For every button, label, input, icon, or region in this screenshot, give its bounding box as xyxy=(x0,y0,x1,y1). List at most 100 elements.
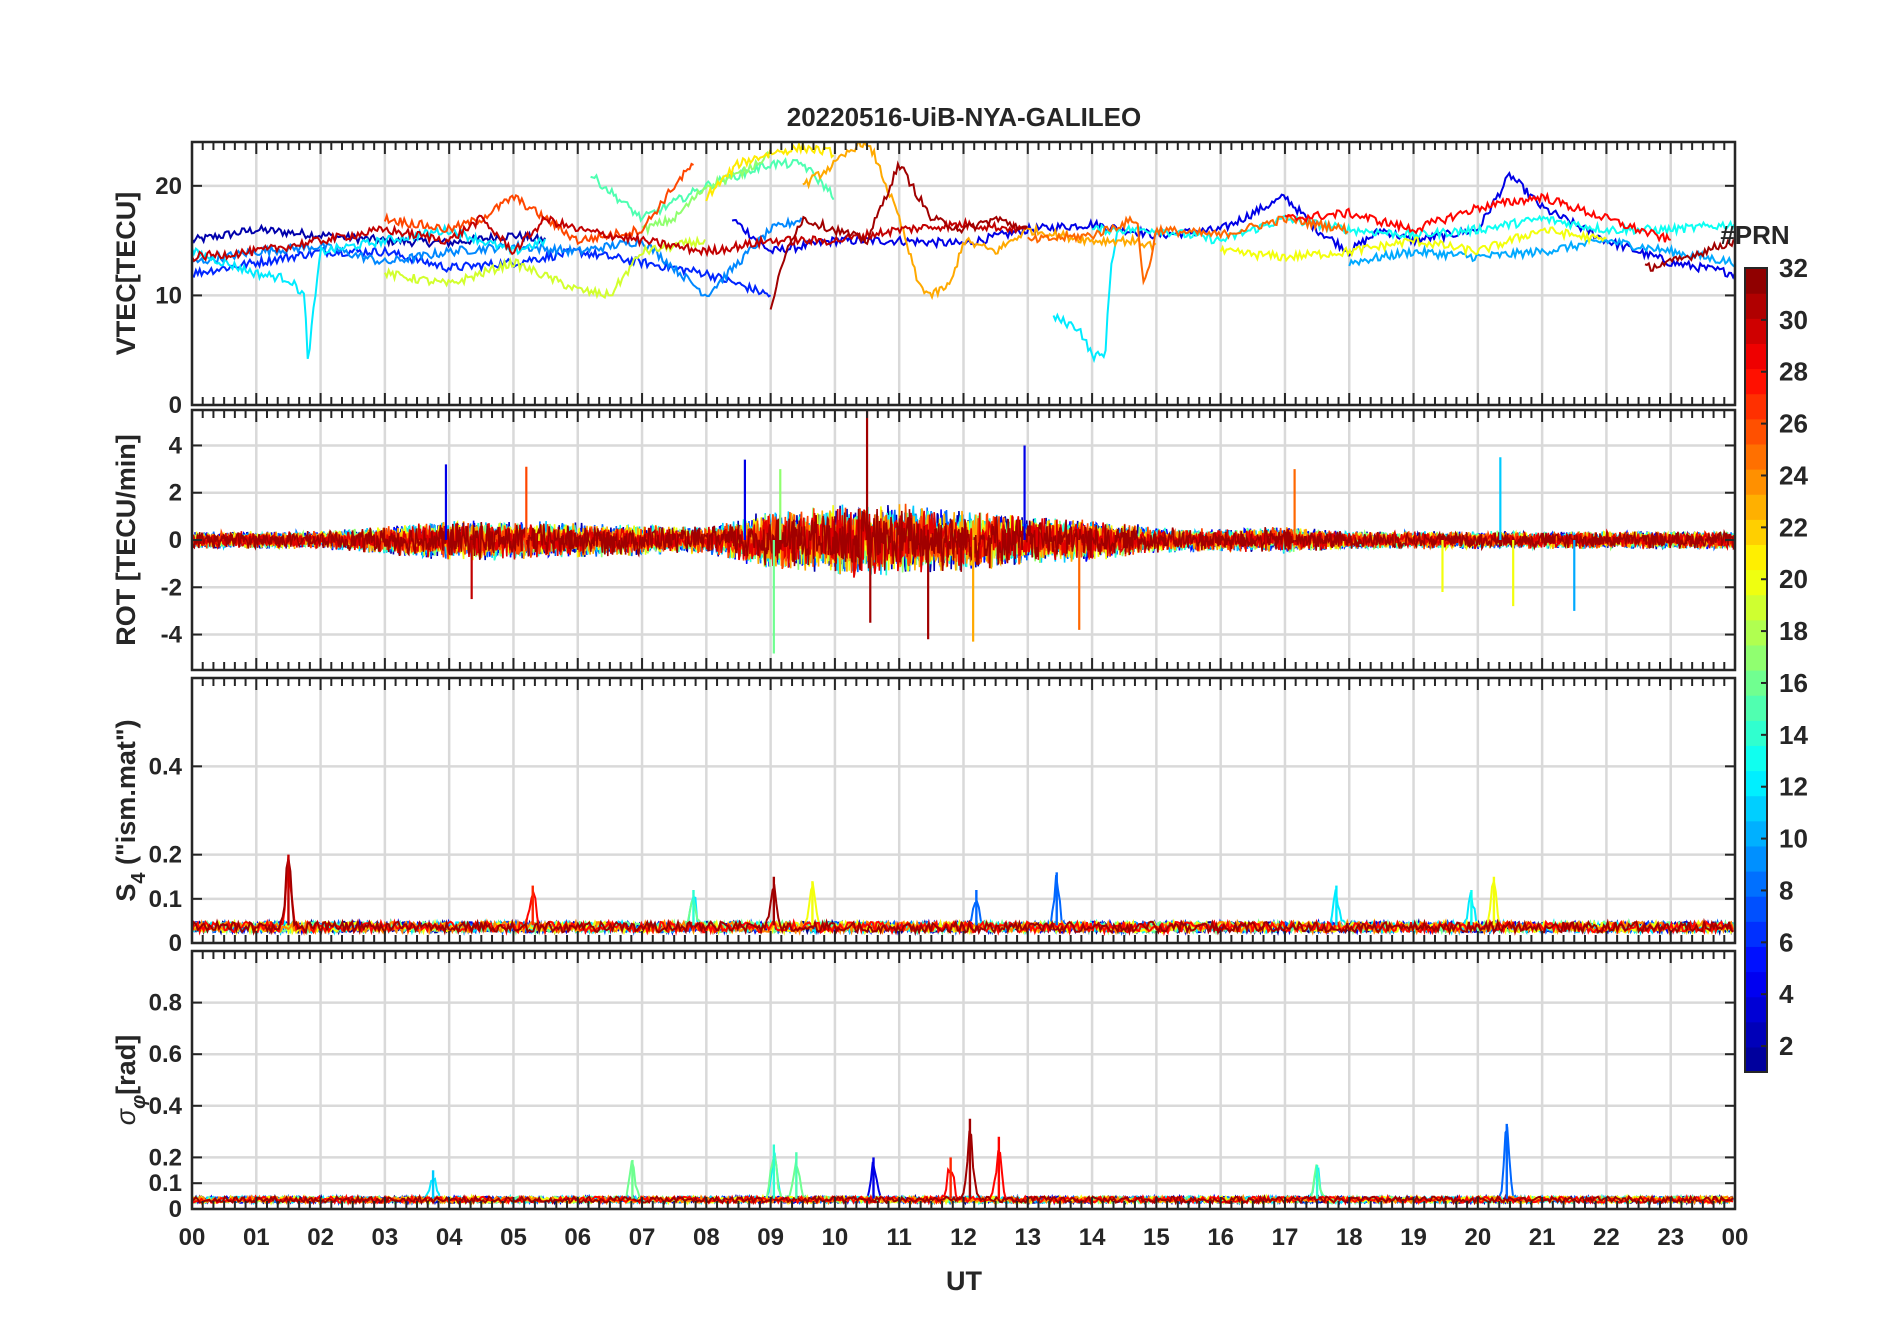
x-tick-label: 23 xyxy=(1657,1224,1684,1251)
series-prn-10 xyxy=(1348,237,1735,268)
y-tick-label: 0.2 xyxy=(149,1144,182,1171)
x-tick-label: 08 xyxy=(693,1224,720,1251)
y-tick-label: 0.6 xyxy=(149,1041,182,1068)
x-tick-label: 13 xyxy=(1014,1224,1041,1251)
x-tick-label: 16 xyxy=(1207,1224,1234,1251)
colorbar-segment xyxy=(1745,368,1767,395)
colorbar-segment xyxy=(1745,469,1767,495)
panel-vtec: 0 10 20 VTEC[TECU] xyxy=(111,140,1737,419)
colorbar-segment xyxy=(1745,594,1767,621)
series-prn-12 xyxy=(192,223,546,359)
series-prn-23 xyxy=(802,142,1157,301)
y-tick-label: 0.1 xyxy=(149,886,182,913)
series-prn-31 xyxy=(1644,238,1735,272)
series-prn-4 xyxy=(731,171,1735,280)
series-prn-31 xyxy=(769,160,1028,310)
colorbar-segment xyxy=(1745,1021,1767,1048)
grid xyxy=(190,142,1737,407)
series-prn-31 xyxy=(192,858,1734,937)
panel-rot: -4 -2 0 2 4 ROT [TECU/min] xyxy=(111,408,1737,672)
colorbar-segment xyxy=(1745,343,1767,370)
colorbar-tick-label: 12 xyxy=(1779,772,1808,802)
x-tick-label: 01 xyxy=(243,1224,270,1251)
colorbar-tick-label: 24 xyxy=(1779,460,1808,490)
colorbar-segment xyxy=(1745,670,1767,696)
colorbar-segment xyxy=(1745,1046,1767,1073)
colorbar-segment xyxy=(1745,268,1767,294)
x-tick-label: 05 xyxy=(500,1224,527,1251)
y-tick-label: 10 xyxy=(155,282,182,309)
colorbar-segment xyxy=(1745,695,1767,721)
y-tick-label: 20 xyxy=(155,173,182,200)
x-tick-label: 19 xyxy=(1400,1224,1427,1251)
y-tick-label: 2 xyxy=(169,480,182,507)
y-tick-label: 4 xyxy=(169,432,183,459)
colorbar-segment xyxy=(1745,318,1767,344)
panel-s4: 0 0.1 0.2 0.4S4 ("ism.mat") xyxy=(111,676,1737,957)
colorbar-tick-label: 16 xyxy=(1779,668,1808,698)
x-tick-label: 09 xyxy=(757,1224,784,1251)
y-axis: -4 -2 0 2 4 xyxy=(161,432,1735,649)
colorbar-tick-label: 22 xyxy=(1779,512,1808,542)
colorbar-segment xyxy=(1745,745,1767,772)
y-tick-label: 0 xyxy=(169,930,182,957)
x-tick-label: 02 xyxy=(307,1224,334,1251)
series-prn-25 xyxy=(1027,213,1349,286)
colorbar-segment xyxy=(1745,770,1767,797)
y-axis-label: VTEC[TECU] xyxy=(111,192,141,356)
colorbar-segment xyxy=(1745,443,1767,470)
x-tick-label: 15 xyxy=(1143,1224,1170,1251)
colorbar-frame xyxy=(1744,267,1768,1073)
colorbar-segment xyxy=(1745,820,1767,847)
x-tick-label: 18 xyxy=(1336,1224,1363,1251)
panel-sigma_phi: 00.10.20.40.60.8σφ[rad]00 01 02 03 04 05 06 07 0… xyxy=(111,949,1749,1251)
y-axis-label: S4 ("ism.mat") xyxy=(111,719,150,901)
colorbar-segment xyxy=(1745,720,1767,746)
colorbar-segment xyxy=(1745,569,1767,596)
series-prn-13 xyxy=(1092,214,1735,245)
colorbar-segment xyxy=(1745,393,1767,420)
colorbar-tick-label: 26 xyxy=(1779,409,1808,439)
colorbar-tick-label: 18 xyxy=(1779,616,1808,646)
y-axis: 00.10.2 0.4 0.6 0.8 xyxy=(149,990,1735,1223)
colorbar-tick-label: 14 xyxy=(1779,720,1808,750)
y-tick-label: 0 xyxy=(169,392,182,419)
y-axis-label: ROT [TECU/min] xyxy=(111,434,141,645)
y-tick-label: -2 xyxy=(161,574,182,601)
series-prn-20 xyxy=(1219,226,1607,263)
x-axis-label: UT xyxy=(946,1266,982,1296)
colorbar-segment xyxy=(1745,494,1767,520)
x-tick-labels: 00 01 02 03 04 05 06 07 08 09 10 11 12 13 14 15 16 17 18 19… xyxy=(179,1224,1749,1251)
series-group xyxy=(192,142,1735,364)
x-tick-label: 20 xyxy=(1464,1224,1491,1251)
x-tick-label: 00 xyxy=(179,1224,206,1251)
colorbar-segment xyxy=(1745,795,1767,822)
y-tick-label: 0 xyxy=(169,1196,182,1223)
colorbar-segment xyxy=(1745,293,1767,319)
colorbar-tick-label: 28 xyxy=(1779,357,1808,387)
y-tick-label: 0.4 xyxy=(149,753,183,780)
series-prn-12 xyxy=(1052,231,1119,364)
x-tick-label: 22 xyxy=(1593,1224,1620,1251)
series-prn-19 xyxy=(383,235,706,300)
colorbar-segment xyxy=(1745,896,1767,922)
y-tick-label: 0.1 xyxy=(149,1170,182,1197)
colorbar-segment xyxy=(1745,921,1767,947)
x-ticks xyxy=(191,678,1736,943)
colorbar-segment xyxy=(1745,845,1767,872)
colorbar-segment xyxy=(1745,619,1767,646)
y-tick-label: -4 xyxy=(161,622,183,649)
x-ticks xyxy=(191,951,1736,1209)
y-axis: 0 0.1 0.2 0.4 xyxy=(149,753,1735,957)
colorbar-title: #PRN xyxy=(1720,220,1789,250)
colorbar-segment xyxy=(1745,544,1767,571)
x-tick-label: 10 xyxy=(822,1224,849,1251)
series-prn-17 xyxy=(641,150,771,236)
x-tick-label: 12 xyxy=(950,1224,977,1251)
colorbar-segment xyxy=(1745,644,1767,671)
colorbar-tick-label: 10 xyxy=(1779,824,1808,854)
x-tick-label: 07 xyxy=(629,1224,656,1251)
